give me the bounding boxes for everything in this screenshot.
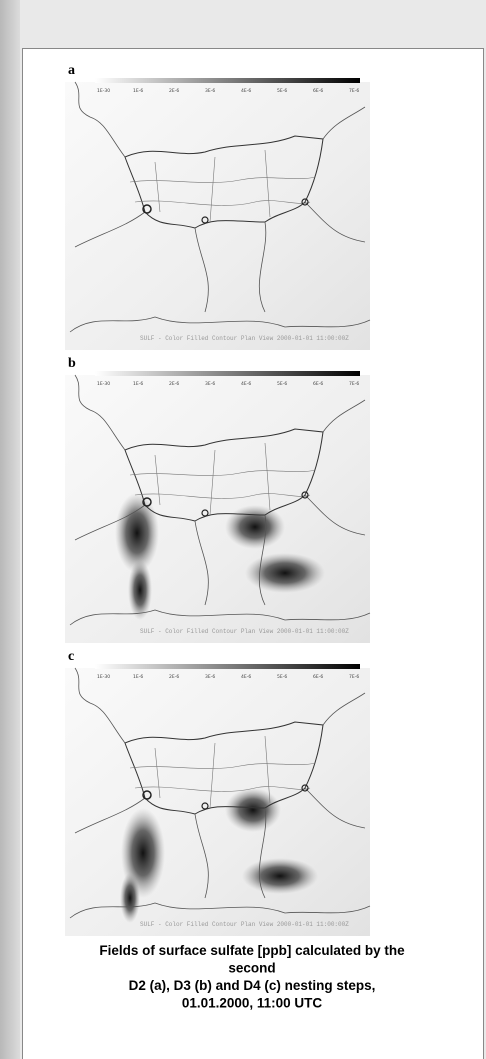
country-border <box>124 721 324 815</box>
city-marker <box>142 497 152 507</box>
caption-line: 01.01.2000, 11:00 UTC <box>182 996 323 1011</box>
plot-footer: SULF - Color Filled Contour Plan View 20… <box>140 335 349 342</box>
map-panel: a 1E-30 1E-6 2E-6 3E-6 4E-6 5E-6 6E-6 7E-6 SULF -… <box>65 63 371 350</box>
colorbar-label: 6E-6 <box>313 674 323 680</box>
left-bar <box>0 0 20 1059</box>
map-background <box>65 375 370 643</box>
panel-label: c <box>68 649 74 664</box>
colorbar-label: 5E-6 <box>277 381 287 387</box>
colorbar-label: 1E-6 <box>133 88 143 94</box>
road-network <box>129 735 316 809</box>
concentration-plume <box>115 493 159 573</box>
road-network <box>129 149 316 223</box>
colorbar-label: 4E-6 <box>241 88 251 94</box>
colorbar-label: 4E-6 <box>241 674 251 680</box>
map-panel: c 1E-30 1E-6 2E-6 3E-6 4E-6 5E-6 6E-6 7E-6 SULF -… <box>65 649 371 936</box>
colorbar-label: 2E-6 <box>169 381 179 387</box>
plot-footer: SULF - Color Filled Contour Plan View 20… <box>140 921 349 928</box>
colorbar-label: 4E-6 <box>241 381 251 387</box>
colorbar <box>95 371 360 376</box>
colorbar-label: 7E-6 <box>349 88 359 94</box>
concentration-plume <box>120 873 140 923</box>
map-background <box>65 82 370 350</box>
colorbar-label: 2E-6 <box>169 88 179 94</box>
colorbar-label: 1E-6 <box>133 674 143 680</box>
city-marker <box>201 216 209 224</box>
colorbar-label: 5E-6 <box>277 88 287 94</box>
caption-line: D2 (a), D3 (b) and D4 (c) nesting steps, <box>129 978 376 993</box>
colorbar-label: 1E-30 <box>97 674 110 680</box>
colorbar-label: 2E-6 <box>169 674 179 680</box>
coastline <box>69 374 371 626</box>
colorbar-label: 6E-6 <box>313 88 323 94</box>
road-network <box>129 442 316 516</box>
colorbar <box>95 664 360 669</box>
panel-label: a <box>68 63 75 78</box>
concentration-plume <box>245 553 325 593</box>
country-border <box>124 428 324 522</box>
colorbar-label: 7E-6 <box>349 674 359 680</box>
city-marker <box>201 509 209 517</box>
colorbar-label: 1E-6 <box>133 381 143 387</box>
colorbar-label: 6E-6 <box>313 381 323 387</box>
panel-label: b <box>68 356 76 371</box>
colorbar-label: 7E-6 <box>349 381 359 387</box>
concentration-plume <box>225 505 285 549</box>
colorbar-label: 3E-6 <box>205 381 215 387</box>
caption-line: Fields of surface sulfate [ppb] calculat… <box>99 943 405 958</box>
colorbar <box>95 78 360 83</box>
coastline <box>69 81 371 333</box>
city-marker <box>201 802 209 810</box>
city-marker <box>301 784 309 792</box>
plot-footer: SULF - Color Filled Contour Plan View 20… <box>140 628 349 635</box>
coastline <box>69 667 371 919</box>
city-marker <box>142 204 152 214</box>
colorbar-label: 1E-30 <box>97 381 110 387</box>
map-background <box>65 668 370 936</box>
city-marker <box>142 790 152 800</box>
country-border <box>124 135 324 229</box>
map-panel: b 1E-30 1E-6 2E-6 3E-6 4E-6 5E-6 6E-6 7E-6 SULF -… <box>65 356 371 643</box>
colorbar-label: 3E-6 <box>205 674 215 680</box>
caption-line: second <box>228 961 275 976</box>
colorbar-label: 5E-6 <box>277 674 287 680</box>
city-marker <box>301 198 309 206</box>
concentration-plume <box>242 858 318 894</box>
concentration-plume <box>225 788 281 832</box>
city-marker <box>301 491 309 499</box>
colorbar-label: 1E-30 <box>97 88 110 94</box>
concentration-plume <box>128 560 152 620</box>
colorbar-label: 3E-6 <box>205 88 215 94</box>
